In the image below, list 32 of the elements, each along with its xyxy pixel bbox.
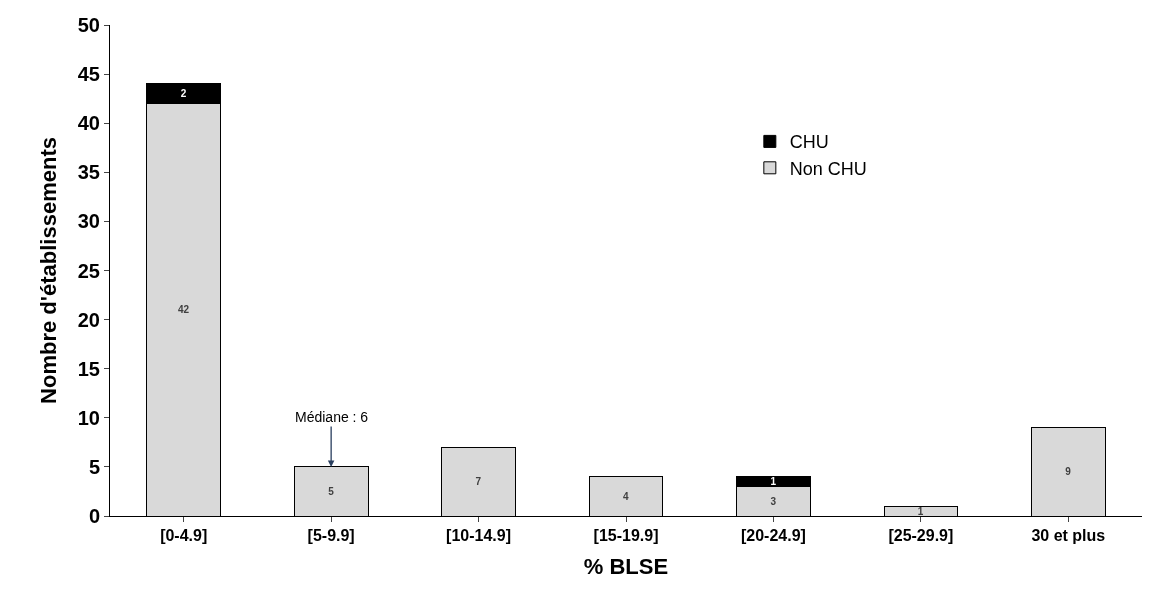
data-label: 2 xyxy=(180,88,187,100)
x-tick-label: [5-9.9] xyxy=(307,527,355,545)
y-tick-label: 0 xyxy=(88,505,100,527)
y-tick-label: 5 xyxy=(88,455,100,478)
legend-label: Non CHU xyxy=(789,158,867,179)
x-tick-label: [20-24.9] xyxy=(740,527,806,545)
y-tick-label: 35 xyxy=(77,161,100,184)
y-tick-label: 45 xyxy=(77,63,100,86)
legend-label: CHU xyxy=(789,132,829,153)
y-tick-label: 20 xyxy=(77,308,100,331)
data-label: 3 xyxy=(770,495,777,507)
data-label: 1 xyxy=(770,476,777,488)
annotation: Médiane : 6 xyxy=(295,409,369,425)
y-tick-label: 25 xyxy=(77,259,100,282)
y-tick-label: 10 xyxy=(77,406,100,429)
x-tick-label: [25-29.9] xyxy=(888,527,954,545)
data-label: 1 xyxy=(917,505,924,517)
data-label: 9 xyxy=(1065,466,1072,478)
x-tick-label: 30 et plus xyxy=(1031,527,1106,545)
x-tick-label: [0-4.9] xyxy=(160,527,208,545)
y-tick-label: 30 xyxy=(77,210,100,233)
data-label: 7 xyxy=(475,476,482,488)
data-label: 4 xyxy=(623,490,629,502)
y-tick-label: 40 xyxy=(77,112,100,135)
x-tick-label: [10-14.9] xyxy=(446,527,512,545)
y-tick-label: 50 xyxy=(77,14,100,36)
data-label: 42 xyxy=(177,304,190,316)
y-tick-label: 15 xyxy=(77,357,100,380)
x-axis-title: % BLSE xyxy=(583,554,669,580)
y-axis-title: Nombre d'établissements xyxy=(35,137,61,404)
x-tick-label: [15-19.9] xyxy=(593,527,659,545)
data-label: 5 xyxy=(328,485,335,497)
